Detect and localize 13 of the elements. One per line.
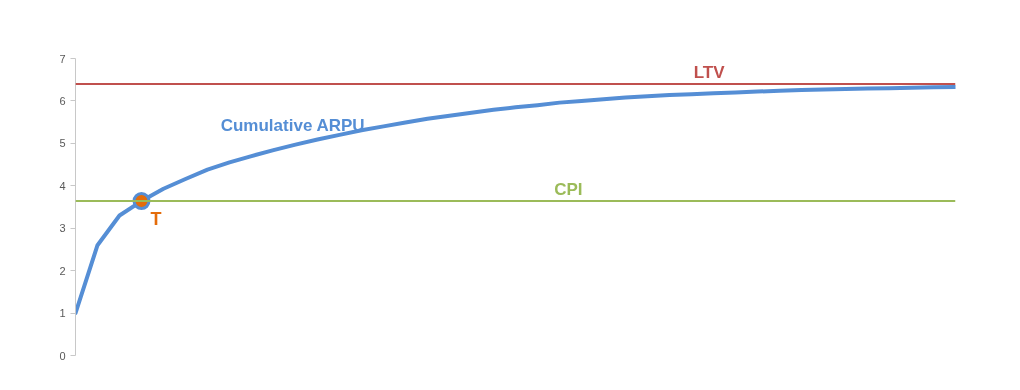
y-tick-label: 6	[59, 94, 66, 107]
series-label: T	[150, 209, 162, 230]
line-series	[75, 84, 956, 316]
ref-line-label: LTV	[693, 62, 726, 82]
y-tick-label: 1	[59, 307, 66, 320]
y-tick-label: 7	[59, 52, 66, 65]
y-tick-label: 5	[59, 137, 66, 150]
y-tick-label: 3	[59, 222, 66, 235]
series-label: Cumulative ARPU	[220, 116, 365, 136]
ref-line-label: CPI	[554, 180, 583, 200]
y-tick-label: 4	[59, 179, 66, 192]
y-tick-label: 2	[59, 264, 66, 277]
y-tick-label: 0	[59, 349, 66, 362]
